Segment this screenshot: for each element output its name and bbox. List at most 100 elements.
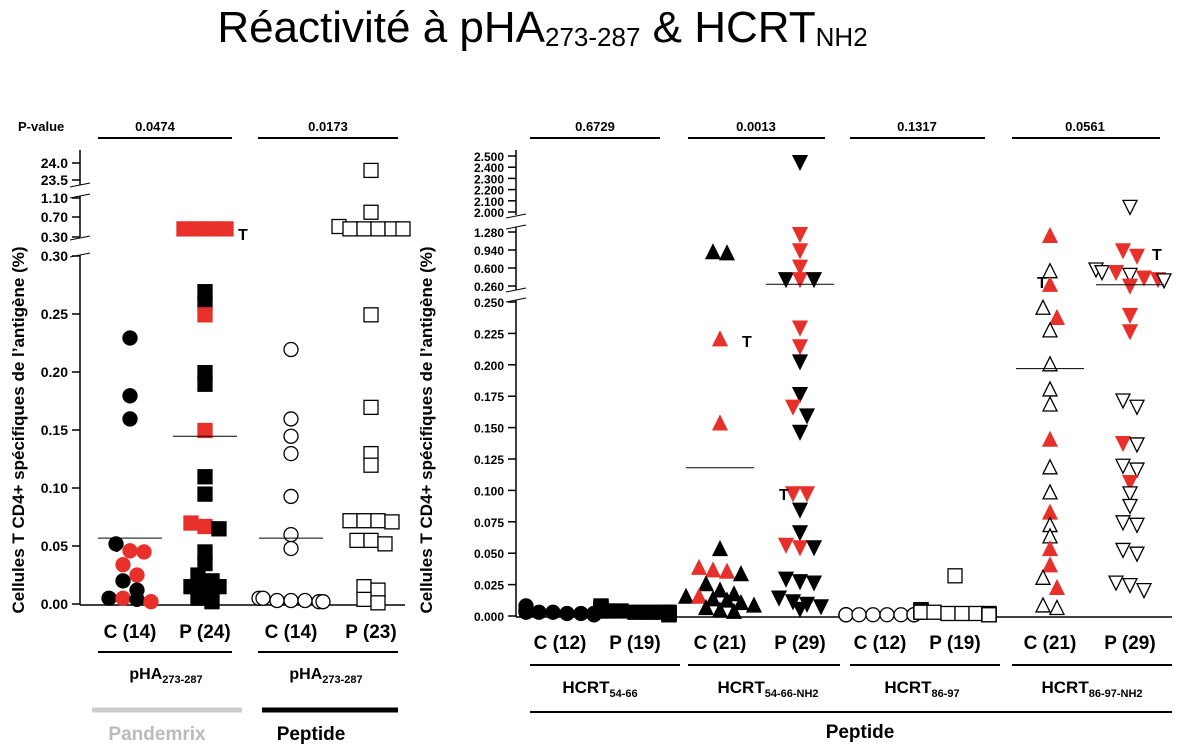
y-tick-label: 0.30 <box>41 229 68 245</box>
y-tick-label: 0.10 <box>41 480 68 496</box>
data-point <box>283 540 299 557</box>
data-point <box>1114 458 1132 475</box>
data-point <box>122 411 138 427</box>
data-point <box>1041 556 1059 573</box>
data-point <box>704 561 722 578</box>
group-label: C (12) <box>854 633 907 654</box>
data-point <box>704 590 722 607</box>
data-point <box>913 604 929 620</box>
data-point <box>1034 568 1052 585</box>
data-point <box>197 518 213 535</box>
data-point <box>697 575 715 592</box>
data-point <box>1121 474 1139 492</box>
data-point <box>559 605 575 622</box>
data-point <box>283 411 299 427</box>
data-point <box>725 602 743 619</box>
data-point <box>384 514 400 530</box>
data-point <box>947 568 963 584</box>
group-label: C (21) <box>694 633 747 654</box>
data-point <box>791 154 809 172</box>
data-point <box>1041 226 1059 243</box>
data-point <box>197 486 213 502</box>
data-point <box>1121 307 1139 325</box>
data-point <box>725 585 743 602</box>
data-point <box>122 388 138 404</box>
y-tick-label: 0.600 <box>474 262 504 276</box>
data-point <box>363 307 379 323</box>
chart-title: Réactivité à pHA273-287 & HCRTNH2 <box>0 0 1085 60</box>
data-point <box>356 221 372 237</box>
data-point <box>791 424 809 441</box>
left-y-ticks: 24.023.5 1.10 0.70 0.30 0.30 0.25 0.20 0.15 0.10… <box>41 155 80 612</box>
data-point <box>718 591 736 608</box>
data-point <box>791 387 809 404</box>
data-point <box>791 574 809 591</box>
data-point <box>283 526 299 543</box>
axis-break-mark <box>505 213 527 219</box>
category-label-right: Peptide <box>826 722 895 743</box>
data-point <box>283 428 299 444</box>
data-point <box>176 221 192 237</box>
data-point <box>690 558 708 575</box>
data-point <box>1121 278 1139 295</box>
pvalue-label: P-value <box>18 119 64 134</box>
data-point <box>1041 430 1059 447</box>
y-tick-label: 0.025 <box>474 579 504 593</box>
data-point <box>518 604 534 620</box>
data-point <box>1107 575 1125 592</box>
data-point <box>791 272 809 289</box>
y-tick-label: 2.000 <box>474 206 504 220</box>
data-point <box>297 592 313 609</box>
data-point <box>363 162 379 179</box>
group-label: P (24) <box>179 622 230 643</box>
data-point <box>791 540 809 557</box>
data-point <box>1114 542 1132 559</box>
group-label: C (14) <box>265 622 318 643</box>
data-point <box>851 607 867 623</box>
data-point <box>791 243 809 260</box>
data-point <box>356 513 372 529</box>
data-point <box>370 513 386 529</box>
data-point <box>370 595 386 611</box>
y-tick-label: 1.10 <box>41 190 68 206</box>
data-point <box>204 594 220 610</box>
data-point <box>1041 483 1059 500</box>
data-point <box>101 590 117 606</box>
data-point <box>812 599 830 616</box>
data-point <box>115 557 131 573</box>
title-sub2: NH2 <box>815 22 868 52</box>
y-tick-label: 2.400 <box>474 161 504 175</box>
data-point <box>1121 324 1139 341</box>
y-tick-label: 0.30 <box>41 248 68 264</box>
data-point <box>641 604 657 620</box>
data-point <box>197 307 213 323</box>
axis-break-mark <box>505 224 527 230</box>
data-point <box>315 594 331 610</box>
data-point <box>798 408 816 425</box>
data-point <box>370 582 386 598</box>
data-point <box>342 513 358 529</box>
y-tick-label: 0.200 <box>474 359 504 373</box>
data-point <box>349 532 365 549</box>
data-point <box>283 341 299 358</box>
data-point <box>211 579 227 595</box>
data-point <box>190 590 206 606</box>
data-point <box>711 330 729 347</box>
y-tick-label: 0.150 <box>474 422 504 436</box>
data-point <box>1114 243 1132 260</box>
data-point <box>197 469 213 485</box>
y-tick-label: 0.075 <box>474 516 504 530</box>
data-point <box>283 488 299 505</box>
data-point <box>197 376 213 392</box>
data-point <box>1121 577 1139 595</box>
data-point <box>1121 199 1139 216</box>
y-tick-label: 0.260 <box>474 280 504 294</box>
y-tick-label: 0.000 <box>474 610 504 624</box>
data-point <box>1034 298 1052 315</box>
right-plot-area: T T T T <box>518 154 1173 623</box>
data-point <box>211 521 227 537</box>
y-tick-label: 0.050 <box>474 547 504 561</box>
data-point <box>926 604 942 620</box>
data-point <box>865 607 881 623</box>
data-point <box>627 604 643 620</box>
